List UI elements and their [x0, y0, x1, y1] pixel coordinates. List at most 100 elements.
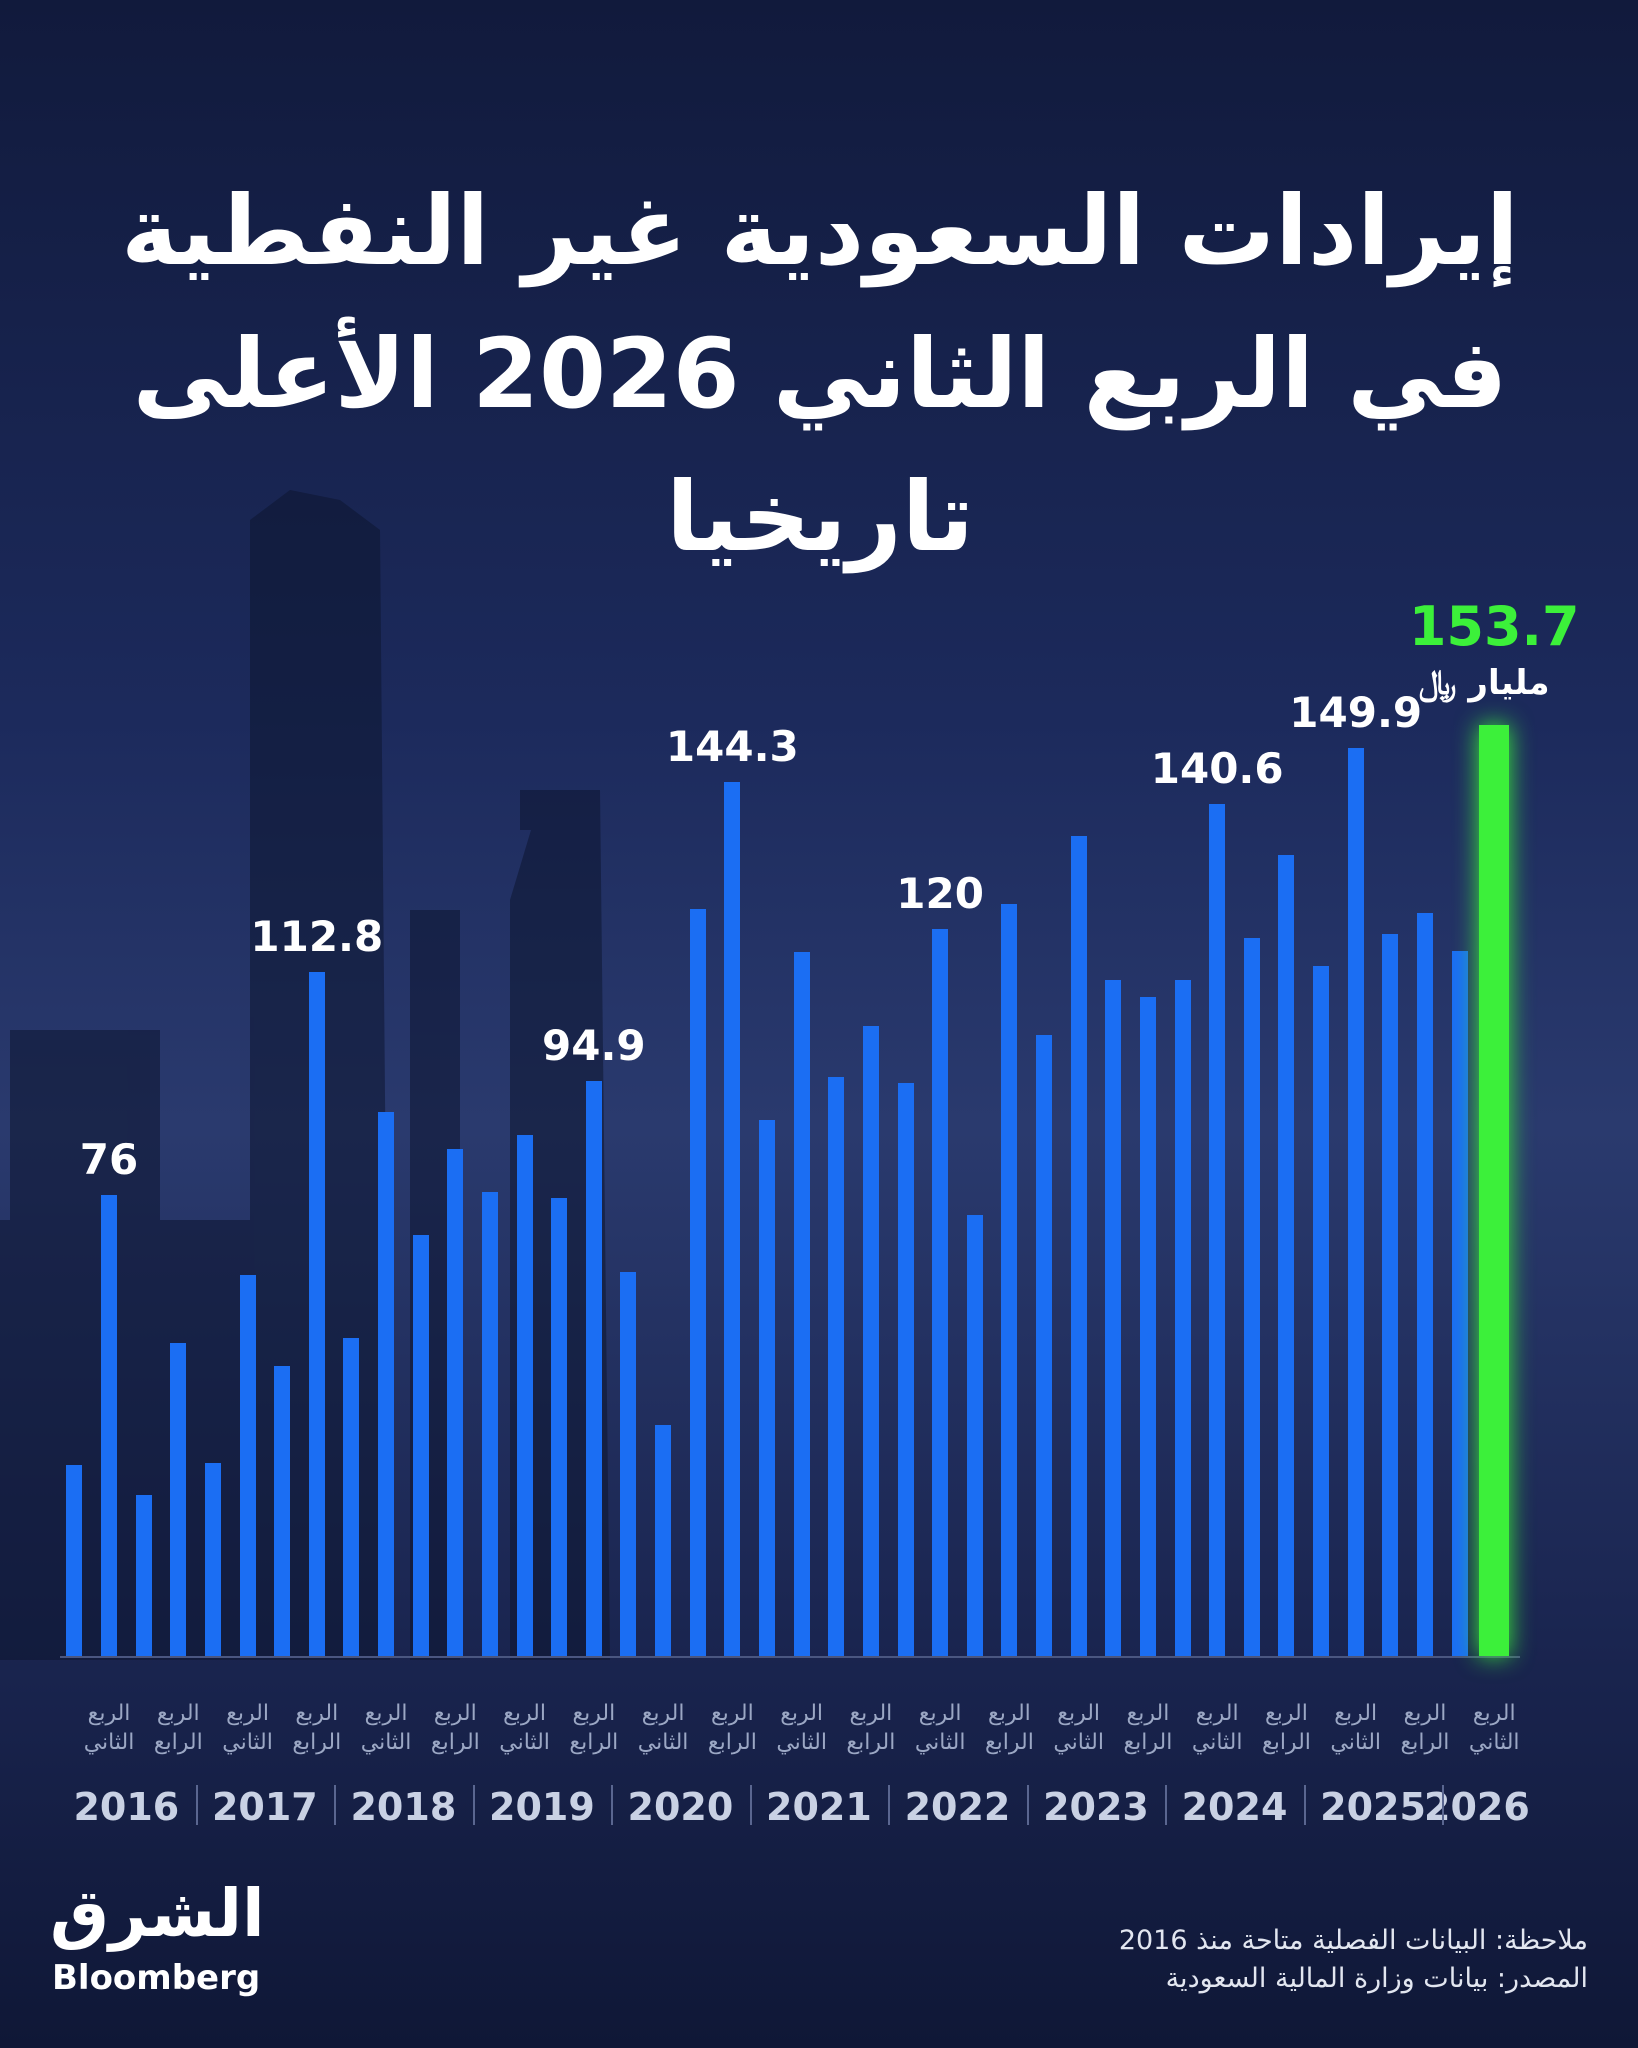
- bar: [1416, 913, 1433, 1656]
- x-tick-label: الربع الثاني: [222, 1701, 273, 1755]
- bar: [1174, 979, 1191, 1656]
- year-separator: [334, 1785, 337, 1825]
- year-label: 2023: [1043, 1785, 1149, 1829]
- year-label: 2022: [904, 1785, 1011, 1829]
- bar: [620, 1271, 637, 1656]
- bar: [551, 1197, 568, 1656]
- x-tick-label: الربع الرابع: [1261, 1701, 1311, 1755]
- bar: [932, 928, 949, 1656]
- bar: [828, 1077, 845, 1656]
- bar: [412, 1235, 429, 1656]
- bar: [966, 1214, 983, 1656]
- value-label: 144.3: [665, 721, 799, 771]
- year-separator: [1165, 1785, 1168, 1825]
- bar: [204, 1462, 221, 1656]
- chart-title: في الربع الثاني 2026 الأعلى: [132, 318, 1508, 430]
- x-tick-label: الربع الثاني: [360, 1701, 412, 1755]
- bar: [655, 1425, 672, 1656]
- chart-title: تاريخيا: [666, 461, 974, 573]
- bar: [1243, 937, 1260, 1656]
- x-tick-label: الربع الرابع: [984, 1701, 1034, 1755]
- x-tick-label: الربع الثاني: [83, 1701, 135, 1755]
- x-tick-label: الربع الرابع: [707, 1701, 757, 1755]
- x-tick-label: الربع الرابع: [1400, 1701, 1450, 1755]
- value-label: 149.9: [1289, 687, 1423, 737]
- value-label: 153.7: [1408, 594, 1580, 658]
- year-label: 2020: [627, 1785, 734, 1829]
- bar: [66, 1465, 83, 1656]
- baseline: [60, 1656, 1520, 1658]
- value-label: 140.6: [1150, 743, 1284, 793]
- year-label: 2018: [350, 1785, 457, 1829]
- bar: [1001, 903, 1018, 1656]
- bar: [724, 781, 741, 1656]
- bar: [1278, 855, 1295, 1656]
- chart-title: إيرادات السعودية غير النفطية: [121, 175, 1519, 287]
- year-separator: [472, 1785, 475, 1825]
- logo-arabic: الشرق: [50, 1875, 265, 1952]
- x-tick-label: الربع الثاني: [1053, 1701, 1104, 1755]
- x-tick-label: الربع الثاني: [1468, 1701, 1520, 1755]
- x-tick-label: الربع الثاني: [499, 1701, 550, 1755]
- year-separator: [1026, 1785, 1029, 1825]
- bar: [481, 1192, 498, 1656]
- x-tick-label: الربع الرابع: [569, 1701, 619, 1755]
- bar: [343, 1338, 360, 1656]
- logo-bloomberg: Bloomberg: [52, 1958, 261, 1998]
- year-label: 2017: [211, 1785, 318, 1829]
- x-tick-label: الربع الثاني: [637, 1701, 689, 1755]
- year-separator: [888, 1785, 891, 1825]
- year-separator: [195, 1785, 198, 1825]
- x-tick-label: الربع الرابع: [430, 1701, 480, 1755]
- x-tick-label: الربع الرابع: [153, 1701, 203, 1755]
- unit-label: مليار ﷼: [1418, 662, 1550, 703]
- bar: [1451, 950, 1468, 1656]
- year-label: 2024: [1181, 1785, 1288, 1829]
- year-label: 2021: [766, 1785, 872, 1829]
- x-tick-label: الربع الرابع: [292, 1701, 342, 1755]
- x-tick-label: الربع الرابع: [846, 1701, 896, 1755]
- bar: [585, 1080, 602, 1656]
- bar: [1347, 747, 1364, 1656]
- bar: [793, 951, 810, 1656]
- x-tick-label: الربع الثاني: [1191, 1701, 1243, 1755]
- year-label: 2019: [489, 1785, 595, 1829]
- year-separator: [749, 1785, 752, 1825]
- bar: [689, 908, 706, 1656]
- bar: [1209, 803, 1226, 1656]
- value-label: 120: [896, 868, 984, 918]
- year-separator: [1442, 1785, 1445, 1825]
- x-tick-label: الربع الثاني: [776, 1701, 827, 1755]
- source: المصدر: بيانات وزارة المالية السعودية: [1165, 1963, 1588, 1994]
- note: ملاحظة: البيانات الفصلية متاحة منذ 2016: [1118, 1925, 1588, 1956]
- year-label: 2016: [73, 1785, 180, 1829]
- bar: [135, 1495, 152, 1656]
- year-label: 2025: [1320, 1785, 1426, 1829]
- bar: [1382, 933, 1399, 1656]
- bar: [447, 1149, 464, 1656]
- bar: [1479, 724, 1510, 1656]
- bar: [1105, 979, 1122, 1656]
- bar: [862, 1026, 879, 1656]
- value-label: 112.8: [250, 912, 384, 962]
- bar: [378, 1112, 395, 1656]
- bar: [308, 972, 325, 1656]
- year-separator: [1303, 1785, 1306, 1825]
- value-label: 94.9: [542, 1020, 646, 1070]
- value-label: 76: [79, 1135, 139, 1185]
- x-tick-label: الربع الثاني: [1330, 1701, 1382, 1755]
- bar: [170, 1342, 187, 1656]
- year-separator: [611, 1785, 614, 1825]
- bar: [1139, 996, 1156, 1656]
- bar: [101, 1195, 118, 1656]
- bar: [239, 1274, 256, 1656]
- year-label: 2026: [1424, 1785, 1530, 1829]
- bar: [274, 1366, 291, 1656]
- bar: [516, 1134, 533, 1656]
- bar: [1070, 836, 1087, 1656]
- bar: [897, 1082, 914, 1656]
- bar: [1313, 966, 1330, 1656]
- x-tick-label: الربع الرابع: [1123, 1701, 1173, 1755]
- bar: [759, 1120, 775, 1656]
